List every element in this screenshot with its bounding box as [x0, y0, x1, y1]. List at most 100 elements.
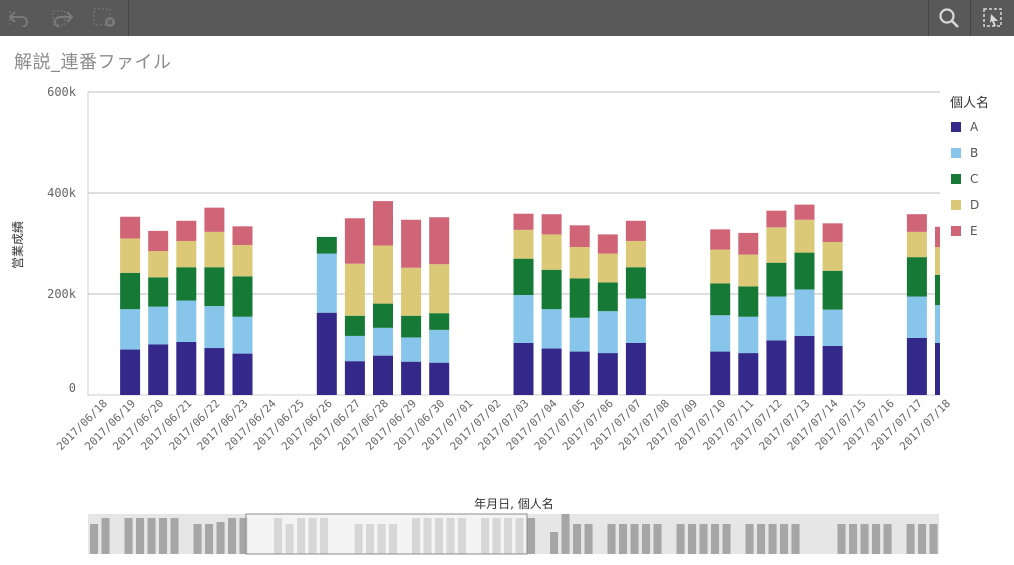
bar-segment-D[interactable] — [232, 245, 253, 277]
clear-selections-icon[interactable] — [92, 6, 118, 30]
undo-icon[interactable] — [6, 6, 32, 30]
bar-segment-B[interactable] — [569, 317, 590, 352]
bar-segment-B[interactable] — [204, 306, 225, 349]
scrollbar-minimap[interactable] — [88, 513, 939, 555]
bar-segment-A[interactable] — [710, 351, 731, 395]
bar-segment-C[interactable] — [569, 278, 590, 318]
bar-segment-B[interactable] — [513, 295, 534, 343]
bar-segment-B[interactable] — [429, 329, 450, 363]
search-icon[interactable] — [936, 6, 962, 30]
bar-segment-A[interactable] — [120, 349, 141, 395]
bar-segment-D[interactable] — [513, 229, 534, 259]
bar-segment-D[interactable] — [906, 231, 927, 258]
bar-segment-C[interactable] — [429, 313, 450, 330]
bar-segment-B[interactable] — [120, 309, 141, 350]
bar-segment-B[interactable] — [232, 316, 253, 354]
bar-segment-D[interactable] — [344, 263, 365, 316]
bar-segment-C[interactable] — [766, 262, 787, 297]
bar-segment-A[interactable] — [935, 342, 940, 395]
bar-segment-E[interactable] — [513, 213, 534, 230]
bar-segment-E[interactable] — [176, 220, 197, 241]
bar-segment-E[interactable] — [232, 226, 253, 246]
bar-segment-D[interactable] — [204, 231, 225, 268]
bar-segment-E[interactable] — [625, 220, 646, 241]
bar-segment-C[interactable] — [344, 315, 365, 336]
bar-segment-A[interactable] — [906, 337, 927, 395]
bar-segment-E[interactable] — [569, 225, 590, 248]
bar-segment-A[interactable] — [373, 355, 393, 395]
bar-segment-D[interactable] — [597, 253, 618, 283]
redo-icon[interactable] — [50, 6, 76, 30]
legend-swatch-B[interactable] — [951, 148, 961, 158]
bar-segment-E[interactable] — [935, 226, 940, 248]
bar-segment-D[interactable] — [794, 219, 815, 253]
bar-segment-B[interactable] — [906, 296, 927, 338]
bar-segment-B[interactable] — [541, 309, 562, 349]
bar-segment-D[interactable] — [738, 254, 759, 287]
bar-segment-C[interactable] — [710, 283, 731, 316]
bar-segment-E[interactable] — [738, 232, 759, 255]
bar-segment-E[interactable] — [710, 229, 731, 250]
bar-segment-E[interactable] — [597, 234, 618, 254]
smart-select-icon[interactable] — [980, 6, 1006, 30]
bar-segment-D[interactable] — [569, 247, 590, 279]
bar-segment-E[interactable] — [344, 218, 365, 264]
bar-segment-C[interactable] — [597, 282, 618, 312]
legend-label-B[interactable]: B — [970, 146, 978, 160]
bar-segment-E[interactable] — [822, 223, 843, 242]
bar-segment-D[interactable] — [766, 227, 787, 263]
bar-segment-B[interactable] — [401, 337, 422, 362]
legend-label-C[interactable]: C — [970, 172, 978, 186]
bar-segment-A[interactable] — [148, 344, 169, 396]
legend-label-A[interactable]: A — [970, 120, 979, 134]
bar-segment-B[interactable] — [710, 315, 731, 352]
bar-segment-C[interactable] — [232, 276, 253, 317]
bar-segment-A[interactable] — [176, 341, 197, 395]
bar-segment-E[interactable] — [794, 204, 815, 220]
bar-segment-B[interactable] — [822, 309, 843, 347]
legend-label-E[interactable]: E — [970, 224, 978, 238]
bar-segment-E[interactable] — [148, 230, 169, 252]
bar-segment-D[interactable] — [176, 240, 197, 268]
legend-swatch-E[interactable] — [951, 226, 961, 236]
bar-segment-E[interactable] — [766, 210, 787, 228]
bar-segment-B[interactable] — [373, 327, 393, 356]
bar-segment-A[interactable] — [316, 312, 337, 395]
bar-segment-A[interactable] — [429, 362, 450, 395]
bar-segment-C[interactable] — [120, 272, 141, 310]
minimap-viewport-handle[interactable] — [245, 513, 528, 555]
bar-segment-E[interactable] — [541, 214, 562, 235]
bar-segment-B[interactable] — [597, 311, 618, 354]
legend-label-D[interactable]: D — [970, 198, 979, 212]
bar-segment-B[interactable] — [935, 305, 940, 343]
bar-segment-C[interactable] — [935, 274, 940, 306]
bar-segment-A[interactable] — [204, 348, 225, 395]
bar-segment-C[interactable] — [794, 252, 815, 290]
bar-segment-C[interactable] — [148, 277, 169, 307]
bar-segment-E[interactable] — [429, 217, 450, 265]
bar-segment-D[interactable] — [429, 264, 450, 314]
bar-segment-C[interactable] — [738, 286, 759, 317]
bar-segment-A[interactable] — [625, 342, 646, 395]
bar-segment-A[interactable] — [569, 351, 590, 395]
bar-segment-A[interactable] — [232, 353, 253, 395]
bar-segment-D[interactable] — [148, 251, 169, 278]
bar-segment-B[interactable] — [625, 298, 646, 343]
bar-segment-D[interactable] — [625, 240, 646, 268]
bar-segment-C[interactable] — [176, 267, 197, 301]
bar-segment-A[interactable] — [513, 342, 534, 395]
bar-segment-C[interactable] — [373, 303, 393, 328]
bar-segment-D[interactable] — [822, 241, 843, 271]
bar-segment-A[interactable] — [794, 335, 815, 395]
bar-segment-A[interactable] — [344, 361, 365, 395]
bar-segment-A[interactable] — [541, 348, 562, 395]
bar-segment-A[interactable] — [822, 346, 843, 395]
bar-segment-B[interactable] — [316, 253, 337, 313]
bar-segment-A[interactable] — [766, 340, 787, 395]
bar-segment-D[interactable] — [120, 238, 141, 273]
bar-segment-B[interactable] — [766, 296, 787, 341]
bar-segment-C[interactable] — [541, 269, 562, 310]
bar-segment-D[interactable] — [401, 267, 422, 316]
bar-segment-D[interactable] — [935, 247, 940, 275]
bar-segment-A[interactable] — [738, 353, 759, 395]
